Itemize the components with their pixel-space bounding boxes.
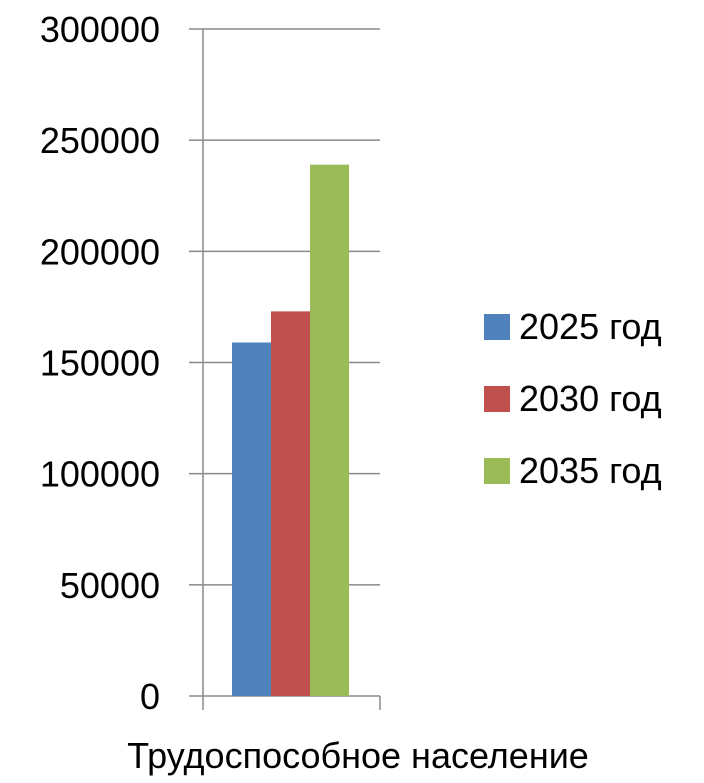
y-tick-label: 150000 [40,343,160,384]
legend-label: 2035 год [519,450,662,491]
legend-swatch-2035-год [484,458,510,484]
legend-label: 2030 год [519,378,662,419]
legend-swatch-2030-год [484,386,510,412]
y-tick-label: 0 [140,676,160,717]
bar-2030-год [271,311,310,696]
y-tick-label: 100000 [40,454,160,495]
legend: 2025 год 2030 год 2035 год [484,306,662,491]
bar-2035-год [310,164,349,696]
bars [232,164,349,696]
bar-2025-год [232,342,271,696]
y-tick-label: 200000 [40,231,160,272]
legend-label: 2025 год [519,306,662,347]
tick-labels: 0 50000 100000 150000 200000 250000 300000 Труд… [40,9,589,776]
x-category-label: Трудоспособное население [127,735,589,776]
y-tick-label: 50000 [60,565,160,606]
legend-swatch-2025-год [484,314,510,340]
y-tick-label: 300000 [40,9,160,50]
y-tick-label: 250000 [40,120,160,161]
